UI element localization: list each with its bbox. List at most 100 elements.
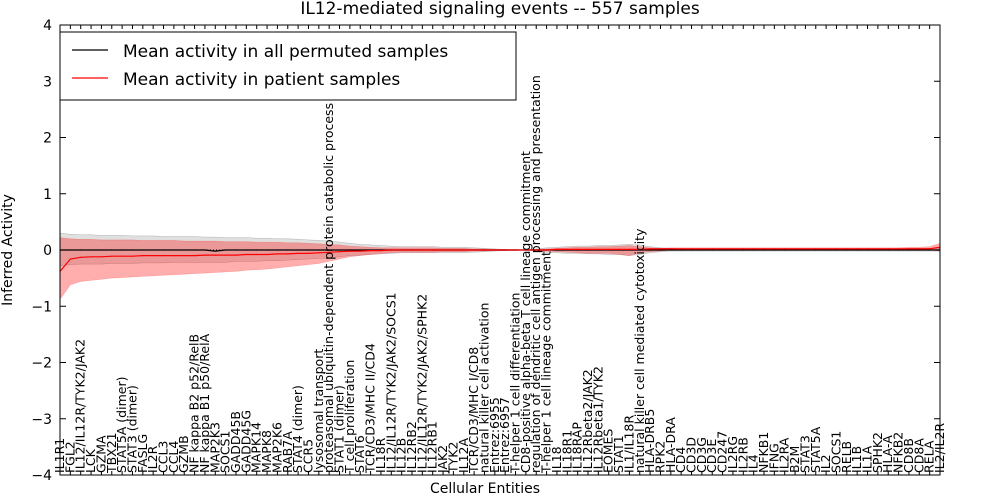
data-point [887, 249, 889, 251]
data-point [742, 248, 744, 250]
data-point [815, 248, 817, 250]
data-point [401, 249, 403, 251]
data-point [618, 248, 620, 250]
x-tick-label: TYK2 [445, 442, 460, 474]
data-point [370, 250, 372, 252]
data-point [794, 249, 796, 251]
data-point [763, 249, 765, 251]
data-point [556, 248, 558, 250]
data-point [194, 255, 196, 257]
x-tick-label: IL18 [549, 446, 564, 473]
data-point [173, 255, 175, 257]
x-tick-label: GZMB [176, 435, 191, 473]
x-tick-label: MAP2K6 [269, 422, 284, 473]
plot-frame [59, 24, 941, 476]
data-point [483, 249, 486, 251]
data-point [690, 249, 693, 251]
data-point [898, 248, 900, 250]
data-point [711, 248, 713, 250]
data-point [680, 248, 682, 250]
x-tick-label: TBX21 [104, 432, 119, 474]
x-tick-label: IFNG [766, 443, 781, 473]
data-point [152, 255, 154, 257]
data-point [763, 248, 765, 250]
data-point [328, 249, 330, 251]
x-tick-label: NF kappa B2 p52/RelB [187, 334, 202, 473]
x-tick-label: STAT5A [808, 426, 823, 473]
data-point [608, 248, 610, 250]
data-point [276, 249, 278, 251]
y-tick-label: −2 [31, 356, 52, 372]
x-tick-label: IL1A [860, 445, 875, 473]
data-point [235, 249, 237, 251]
x-tick-label: TCR/CD3/MHC I/CD8 [466, 347, 481, 474]
legend: Mean activity in all permuted samples Me… [59, 31, 517, 101]
y-axis-label: Inferred Activity [0, 194, 16, 306]
data-point [256, 249, 258, 251]
data-point [701, 248, 703, 250]
data-point [887, 248, 889, 250]
legend-box [59, 31, 517, 101]
x-tick-label: SOCS1 [218, 431, 233, 473]
data-point [287, 253, 289, 255]
y-tick-label: 0 [43, 243, 52, 259]
data-point [918, 248, 920, 250]
x-tick-label: CCR5 [301, 439, 316, 473]
data-point [338, 251, 341, 253]
x-tick-label: MAPK14 [249, 422, 264, 473]
data-point [649, 248, 651, 250]
data-point [566, 248, 568, 250]
x-tick-label: RELB [839, 441, 854, 473]
x-tick-label: FASLG [135, 434, 150, 473]
data-point [214, 250, 216, 252]
x-tick-label: IL12RB2 [404, 421, 419, 473]
x-tick-label: IL18RAP [570, 422, 585, 473]
data-point [929, 249, 931, 251]
x-tick-label: IL2 [818, 454, 833, 473]
data-point [194, 249, 196, 251]
x-tick-label: IL1B [849, 446, 864, 473]
data-point [380, 250, 382, 252]
x-tick-label: IL12/IL12R/TYK2/JAK2 [73, 339, 88, 473]
data-point [90, 249, 92, 251]
data-point [866, 248, 869, 250]
x-tick-label: STAT3 (dimer) [125, 385, 140, 473]
data-point [804, 249, 807, 251]
data-point [266, 249, 268, 251]
data-point [535, 249, 537, 251]
data-point [297, 249, 299, 251]
data-point [639, 248, 641, 250]
x-tick-label: JAK2 [435, 445, 450, 474]
data-point [846, 248, 848, 250]
x-tick-label: natural killer cell activation [477, 303, 492, 474]
x-tick-label: CD8A [911, 438, 926, 473]
data-point [142, 249, 144, 251]
x-tick-label: SPHK2 [870, 432, 885, 473]
x-axis-label: Cellular Entities [430, 481, 540, 497]
data-point [359, 249, 361, 251]
data-point [152, 249, 154, 251]
data-point [80, 256, 82, 258]
y-tick-label: 1 [43, 187, 52, 203]
data-point [825, 248, 827, 250]
x-ticks: IL1R1FGL2IL12/IL12R/TYK2/JAK2LCKGZMATBX2… [52, 25, 947, 475]
x-tick-label: CCL3 [156, 441, 171, 473]
data-point [773, 248, 776, 250]
y-tick-label: −3 [31, 412, 52, 428]
x-tick-label: RPK2 [653, 441, 668, 473]
x-tick-label: IL12A [456, 437, 471, 473]
data-point [121, 249, 123, 251]
data-point [794, 248, 796, 250]
data-point [245, 249, 247, 251]
data-point [452, 249, 454, 251]
x-tick-label: FGL2 [62, 441, 77, 473]
x-tick-label: IL2RA [777, 437, 792, 473]
data-point [411, 249, 413, 251]
x-tick-label: IL1/IL18R [621, 415, 636, 473]
x-tick-label: CD247 [715, 431, 730, 473]
data-point [784, 249, 786, 251]
y-tick-label: 2 [43, 131, 52, 147]
data-point [121, 255, 123, 257]
